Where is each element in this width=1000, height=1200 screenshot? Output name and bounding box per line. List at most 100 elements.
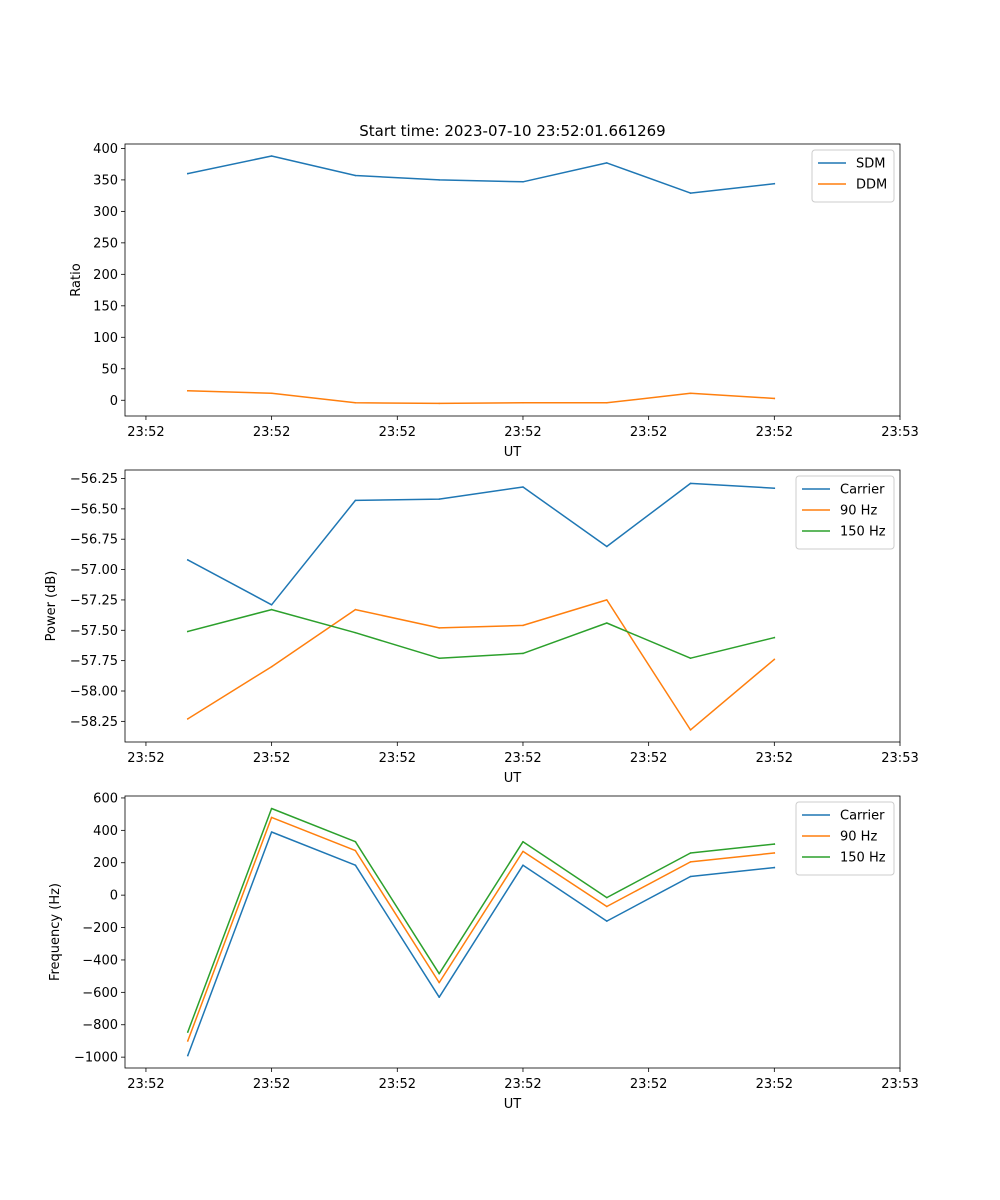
data-point-carrier	[354, 499, 357, 502]
data-point-carrier	[689, 482, 692, 485]
x-tick-label: 23:52	[379, 1077, 416, 1092]
data-point-carrier	[606, 545, 608, 548]
legend-label-ddm: DDM	[856, 178, 887, 193]
y-tick-label: 400	[93, 824, 118, 839]
data-point-150-hz	[438, 657, 441, 659]
data-point-sdm	[438, 179, 441, 181]
series-group	[186, 482, 776, 731]
legend-label-90-hz: 90 Hz	[840, 830, 877, 845]
data-point-150-hz	[606, 622, 608, 624]
plot-frame	[124, 795, 901, 1069]
data-point-90-hz	[187, 1040, 189, 1042]
data-point-ddm	[438, 402, 441, 405]
series-group	[186, 807, 776, 1057]
legend-label-carrier: Carrier	[840, 483, 885, 498]
y-tick-label: −57.00	[70, 563, 118, 578]
plot-frame	[124, 469, 901, 743]
y-tick-label: −57.25	[70, 593, 118, 608]
y-tick-label: −400	[82, 953, 118, 968]
data-point-90-hz	[354, 608, 357, 611]
data-point-90-hz	[689, 861, 692, 863]
x-tick-label: 23:52	[504, 425, 541, 440]
data-point-90-hz	[773, 852, 776, 854]
legend-label-carrier: Carrier	[840, 809, 885, 824]
data-point-carrier	[689, 875, 692, 878]
y-tick-label: 200	[93, 856, 118, 871]
x-tick-label: 23:52	[253, 751, 290, 766]
series-line-carrier	[186, 482, 776, 606]
x-tick-label: 23:52	[253, 425, 290, 440]
x-tick-label: 23:53	[881, 1077, 918, 1092]
data-point-carrier	[438, 996, 441, 998]
data-point-150-hz	[438, 972, 441, 975]
x-tick-label: 23:52	[379, 751, 416, 766]
x-tick-label: 23:52	[756, 1077, 793, 1092]
legend: Carrier 90 Hz 150 Hz	[795, 475, 895, 550]
y-tick-label: 600	[93, 791, 118, 806]
y-tick-label: −58.00	[70, 685, 118, 700]
data-point-90-hz	[773, 658, 776, 661]
x-tick-label: 23:53	[881, 425, 918, 440]
data-point-sdm	[773, 182, 776, 185]
x-tick-label: 23:52	[630, 425, 667, 440]
legend-label-sdm: SDM	[856, 157, 885, 172]
y-tick-label: −57.50	[70, 624, 118, 639]
y-tick-label: −600	[82, 986, 118, 1001]
series-line-150-hz	[186, 807, 776, 1033]
data-point-150-hz	[270, 807, 273, 810]
data-point-150-hz	[270, 608, 273, 611]
x-axis-label: UT	[504, 771, 522, 786]
data-point-150-hz	[773, 843, 776, 845]
data-point-90-hz	[522, 624, 524, 627]
y-tick-label: −800	[82, 1018, 118, 1033]
x-tick-label: 23:52	[756, 751, 793, 766]
data-point-150-hz	[522, 840, 524, 843]
data-point-sdm	[187, 172, 189, 175]
data-point-90-hz	[606, 599, 608, 601]
y-tick-label: 50	[101, 362, 118, 377]
y-axis-label: Frequency (Hz)	[48, 883, 63, 981]
y-tick-label: 300	[93, 205, 118, 220]
series-line-90-hz	[186, 599, 776, 731]
y-tick-label: 400	[93, 142, 118, 157]
x-axis-label: UT	[504, 445, 522, 460]
data-point-150-hz	[187, 1031, 189, 1033]
y-tick-label: 100	[93, 331, 118, 346]
series-line-ddm	[187, 390, 776, 405]
legend: Carrier 90 Hz 150 Hz	[795, 801, 895, 876]
y-tick-label: 250	[93, 236, 118, 251]
y-tick-label: −200	[82, 921, 118, 936]
data-point-carrier	[522, 486, 524, 488]
x-axis-label: UT	[504, 1097, 522, 1112]
x-tick-label: 23:53	[881, 751, 918, 766]
data-point-ddm	[522, 402, 524, 404]
figure-title: Start time: 2023-07-10 23:52:01.661269	[359, 122, 665, 140]
y-tick-label: −57.75	[70, 654, 118, 669]
y-tick-label: 350	[93, 173, 118, 188]
data-point-150-hz	[522, 652, 524, 655]
x-tick-label: 23:52	[253, 1077, 290, 1092]
series-line-sdm	[186, 155, 776, 194]
data-point-150-hz	[689, 657, 692, 659]
x-tick-label: 23:52	[127, 425, 164, 440]
chart-frequency: 23:52 23:52 23:52 23:52 23:52 23:52 23:53 −1000…	[48, 791, 919, 1112]
legend: SDM DDM	[811, 149, 895, 203]
x-tick-label: 23:52	[379, 425, 416, 440]
data-point-90-hz	[270, 665, 273, 668]
x-tick-label: 23:52	[630, 1077, 667, 1092]
legend-label-90-hz: 90 Hz	[840, 504, 877, 519]
data-point-carrier	[438, 498, 441, 500]
plot-frame	[124, 143, 901, 417]
data-point-sdm	[270, 155, 273, 157]
y-tick-label: −1000	[74, 1051, 118, 1066]
chart-ratio: 23:52 23:52 23:52 23:52 23:52 23:52 23:53 0 50 10…	[69, 142, 919, 460]
data-point-90-hz	[354, 849, 357, 852]
data-point-150-hz	[354, 631, 357, 634]
data-point-sdm	[689, 192, 692, 194]
data-point-carrier	[773, 866, 776, 869]
data-point-150-hz	[606, 896, 608, 899]
y-tick-label: −56.25	[70, 472, 118, 487]
data-point-150-hz	[689, 852, 692, 854]
y-tick-label: 0	[110, 889, 118, 904]
x-tick-label: 23:52	[504, 1077, 541, 1092]
